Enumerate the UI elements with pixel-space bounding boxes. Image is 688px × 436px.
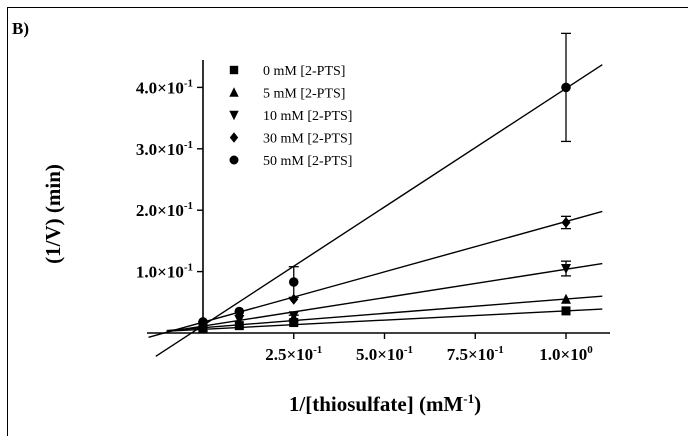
legend-marker-3 — [229, 132, 239, 143]
x-axis-label: 1/[thiosulfate] (mM-1) — [289, 391, 481, 416]
legend-label-1: 5 mM [2-PTS] — [263, 87, 345, 102]
data-point-series-0 — [561, 306, 571, 316]
figure-frame — [7, 7, 688, 436]
y-tick-label: 1.0×10-1 — [136, 262, 193, 282]
fit-lines — [148, 64, 603, 357]
data-point-series-3 — [289, 293, 299, 305]
y-tick-label: 4.0×10-1 — [136, 77, 193, 97]
data-point-series-2 — [288, 311, 299, 322]
x-tick-label: 7.5×10-1 — [447, 344, 504, 364]
data-points — [198, 32, 571, 333]
fit-line-series-4 — [155, 64, 603, 357]
legend-label-4: 50 mM [2-PTS] — [263, 154, 352, 169]
fit-line-series-1 — [166, 295, 603, 332]
legend: 0 mM [2-PTS] 5 mM [2-PTS] 10 mM [2-PTS] 30 … — [229, 64, 352, 169]
legend-marker-2 — [229, 110, 239, 121]
legend-label-0: 0 mM [2-PTS] — [263, 64, 345, 79]
data-point-series-2 — [561, 264, 571, 275]
axes: 2.5×10-1 5.0×10-1 7.5×10-1 1.0×100 1.0×10-1 2… — [136, 60, 610, 364]
legend-marker-0 — [229, 65, 239, 75]
data-point-series-4 — [288, 277, 299, 287]
fit-line-series-3 — [148, 210, 603, 338]
legend-marker-4 — [229, 155, 239, 165]
data-point-series-3 — [561, 216, 571, 228]
data-point-series-4 — [561, 82, 571, 93]
y-tick-label: 3.0×10-1 — [136, 139, 193, 159]
x-tick-label: 1.0×100 — [539, 344, 593, 364]
data-point-series-0 — [289, 318, 299, 328]
y-axis-label: (1/V) (min) — [41, 164, 65, 264]
legend-label-3: 30 mM [2-PTS] — [263, 132, 352, 147]
fit-line-series-0 — [166, 308, 603, 332]
data-point-series-1 — [561, 293, 571, 304]
panel-label: B) — [12, 19, 29, 38]
y-tick-label: 2.0×10-1 — [136, 200, 193, 220]
legend-label-2: 10 mM [2-PTS] — [263, 109, 352, 124]
fit-line-series-2 — [166, 262, 603, 333]
x-tick-label: 2.5×10-1 — [265, 344, 322, 364]
data-point-series-4 — [234, 306, 245, 317]
legend-marker-1 — [229, 87, 239, 97]
data-point-series-4 — [198, 317, 208, 327]
x-tick-label: 5.0×10-1 — [356, 344, 413, 364]
